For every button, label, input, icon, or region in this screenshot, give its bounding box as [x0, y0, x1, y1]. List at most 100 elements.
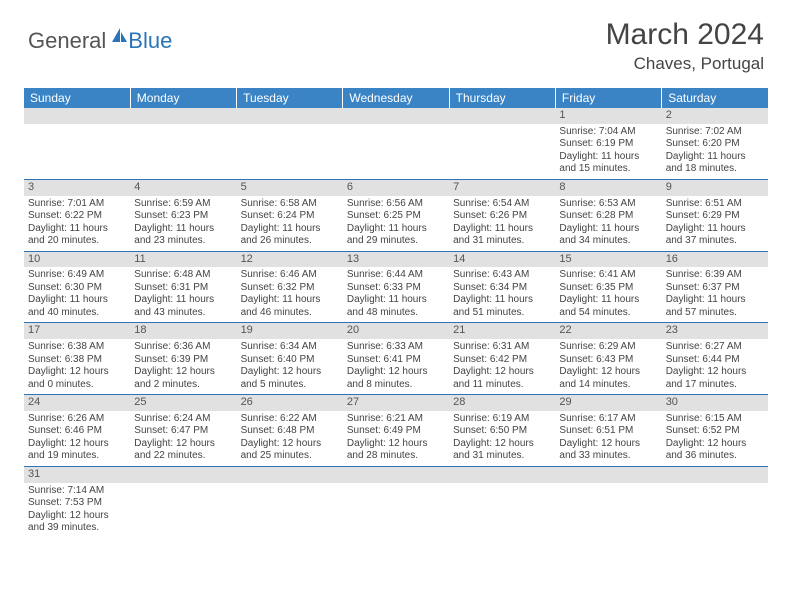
calendar-day-cell: 20Sunrise: 6:33 AMSunset: 6:41 PMDayligh…	[343, 323, 449, 395]
daylight-text: Daylight: 11 hours and 57 minutes.	[666, 294, 764, 319]
calendar-day-cell	[555, 466, 661, 537]
calendar-day-cell: 22Sunrise: 6:29 AMSunset: 6:43 PMDayligh…	[555, 323, 661, 395]
day-details: Sunrise: 6:22 AMSunset: 6:48 PMDaylight:…	[237, 411, 343, 466]
daylight-text: Daylight: 12 hours and 28 minutes.	[347, 438, 445, 463]
day-details: Sunrise: 6:54 AMSunset: 6:26 PMDaylight:…	[449, 196, 555, 251]
day-number: 22	[555, 323, 661, 339]
day-number: 7	[449, 180, 555, 196]
day-number	[237, 108, 343, 124]
day-number: 1	[555, 108, 661, 124]
title-block: March 2024 Chaves, Portugal	[606, 18, 764, 74]
day-number	[237, 467, 343, 483]
day-number: 24	[24, 395, 130, 411]
sunrise-text: Sunrise: 6:36 AM	[134, 341, 232, 354]
calendar-week-row: 3Sunrise: 7:01 AMSunset: 6:22 PMDaylight…	[24, 179, 768, 251]
daylight-text: Daylight: 12 hours and 17 minutes.	[666, 366, 764, 391]
sunset-text: Sunset: 6:28 PM	[559, 210, 657, 223]
calendar-day-cell: 4Sunrise: 6:59 AMSunset: 6:23 PMDaylight…	[130, 179, 236, 251]
daylight-text: Daylight: 11 hours and 43 minutes.	[134, 294, 232, 319]
daylight-text: Daylight: 11 hours and 29 minutes.	[347, 223, 445, 248]
sunset-text: Sunset: 6:41 PM	[347, 354, 445, 367]
calendar-day-cell: 2Sunrise: 7:02 AMSunset: 6:20 PMDaylight…	[662, 108, 768, 179]
day-number: 5	[237, 180, 343, 196]
calendar-day-cell: 16Sunrise: 6:39 AMSunset: 6:37 PMDayligh…	[662, 251, 768, 323]
sunset-text: Sunset: 6:22 PM	[28, 210, 126, 223]
day-details: Sunrise: 7:14 AMSunset: 7:53 PMDaylight:…	[24, 483, 130, 538]
day-number	[555, 467, 661, 483]
sunrise-text: Sunrise: 7:04 AM	[559, 126, 657, 139]
daylight-text: Daylight: 11 hours and 15 minutes.	[559, 151, 657, 176]
daylight-text: Daylight: 12 hours and 25 minutes.	[241, 438, 339, 463]
sunrise-text: Sunrise: 6:39 AM	[666, 269, 764, 282]
day-number	[130, 108, 236, 124]
day-number: 17	[24, 323, 130, 339]
day-details: Sunrise: 6:51 AMSunset: 6:29 PMDaylight:…	[662, 196, 768, 251]
sunset-text: Sunset: 6:38 PM	[28, 354, 126, 367]
daylight-text: Daylight: 12 hours and 11 minutes.	[453, 366, 551, 391]
calendar-day-cell: 12Sunrise: 6:46 AMSunset: 6:32 PMDayligh…	[237, 251, 343, 323]
sunset-text: Sunset: 6:37 PM	[666, 282, 764, 295]
calendar-day-cell	[662, 466, 768, 537]
calendar-day-cell: 19Sunrise: 6:34 AMSunset: 6:40 PMDayligh…	[237, 323, 343, 395]
sunset-text: Sunset: 6:20 PM	[666, 138, 764, 151]
calendar-day-cell: 21 Sunrise: 6:31 AMSunset: 6:42 PMDayligh…	[449, 323, 555, 395]
daylight-text: Daylight: 12 hours and 39 minutes.	[28, 510, 126, 535]
weekday-header: Tuesday	[237, 88, 343, 108]
weekday-header: Wednesday	[343, 88, 449, 108]
calendar-day-cell: 23Sunrise: 6:27 AMSunset: 6:44 PMDayligh…	[662, 323, 768, 395]
logo-text-general: General	[28, 28, 106, 54]
day-details: Sunrise: 6:33 AMSunset: 6:41 PMDaylight:…	[343, 339, 449, 394]
sunrise-text: Sunrise: 6:17 AM	[559, 413, 657, 426]
daylight-text: Daylight: 11 hours and 54 minutes.	[559, 294, 657, 319]
day-details: Sunrise: 6:19 AMSunset: 6:50 PMDaylight:…	[449, 411, 555, 466]
day-number: 27	[343, 395, 449, 411]
sunrise-text: Sunrise: 6:44 AM	[347, 269, 445, 282]
calendar-day-cell	[24, 108, 130, 179]
day-details: Sunrise: 7:02 AMSunset: 6:20 PMDaylight:…	[662, 124, 768, 179]
day-details: Sunrise: 6:39 AMSunset: 6:37 PMDaylight:…	[662, 267, 768, 322]
calendar-day-cell: 6Sunrise: 6:56 AMSunset: 6:25 PMDaylight…	[343, 179, 449, 251]
daylight-text: Daylight: 12 hours and 2 minutes.	[134, 366, 232, 391]
day-number: 11	[130, 252, 236, 268]
sunrise-text: Sunrise: 6:54 AM	[453, 198, 551, 211]
calendar-day-cell: 11Sunrise: 6:48 AMSunset: 6:31 PMDayligh…	[130, 251, 236, 323]
sunset-text: Sunset: 6:42 PM	[453, 354, 551, 367]
calendar-day-cell: 31Sunrise: 7:14 AMSunset: 7:53 PMDayligh…	[24, 466, 130, 537]
calendar-day-cell: 27Sunrise: 6:21 AMSunset: 6:49 PMDayligh…	[343, 395, 449, 467]
sunset-text: Sunset: 6:26 PM	[453, 210, 551, 223]
sunset-text: Sunset: 6:49 PM	[347, 425, 445, 438]
calendar-day-cell	[449, 466, 555, 537]
sunrise-text: Sunrise: 7:14 AM	[28, 485, 126, 498]
day-number	[662, 467, 768, 483]
day-number: 16	[662, 252, 768, 268]
sunrise-text: Sunrise: 6:29 AM	[559, 341, 657, 354]
daylight-text: Daylight: 11 hours and 37 minutes.	[666, 223, 764, 248]
daylight-text: Daylight: 12 hours and 8 minutes.	[347, 366, 445, 391]
calendar-day-cell: 13Sunrise: 6:44 AMSunset: 6:33 PMDayligh…	[343, 251, 449, 323]
sunset-text: Sunset: 6:31 PM	[134, 282, 232, 295]
sunrise-text: Sunrise: 6:15 AM	[666, 413, 764, 426]
calendar-week-row: 10Sunrise: 6:49 AMSunset: 6:30 PMDayligh…	[24, 251, 768, 323]
sunrise-text: Sunrise: 6:31 AM	[453, 341, 551, 354]
day-number	[24, 108, 130, 124]
day-details: Sunrise: 6:53 AMSunset: 6:28 PMDaylight:…	[555, 196, 661, 251]
weekday-header: Thursday	[449, 88, 555, 108]
daylight-text: Daylight: 11 hours and 51 minutes.	[453, 294, 551, 319]
day-number: 15	[555, 252, 661, 268]
day-number: 21	[449, 323, 555, 339]
day-number: 19	[237, 323, 343, 339]
sunset-text: Sunset: 6:25 PM	[347, 210, 445, 223]
day-number: 14	[449, 252, 555, 268]
calendar-day-cell: 1Sunrise: 7:04 AMSunset: 6:19 PMDaylight…	[555, 108, 661, 179]
sunrise-text: Sunrise: 6:49 AM	[28, 269, 126, 282]
calendar-week-row: 1Sunrise: 7:04 AMSunset: 6:19 PMDaylight…	[24, 108, 768, 179]
calendar-day-cell	[130, 466, 236, 537]
weekday-header: Friday	[555, 88, 661, 108]
day-number: 29	[555, 395, 661, 411]
daylight-text: Daylight: 11 hours and 20 minutes.	[28, 223, 126, 248]
daylight-text: Daylight: 11 hours and 23 minutes.	[134, 223, 232, 248]
calendar-day-cell: 18Sunrise: 6:36 AMSunset: 6:39 PMDayligh…	[130, 323, 236, 395]
calendar-day-cell: 3Sunrise: 7:01 AMSunset: 6:22 PMDaylight…	[24, 179, 130, 251]
weekday-header: Sunday	[24, 88, 130, 108]
day-details: Sunrise: 6:38 AMSunset: 6:38 PMDaylight:…	[24, 339, 130, 394]
